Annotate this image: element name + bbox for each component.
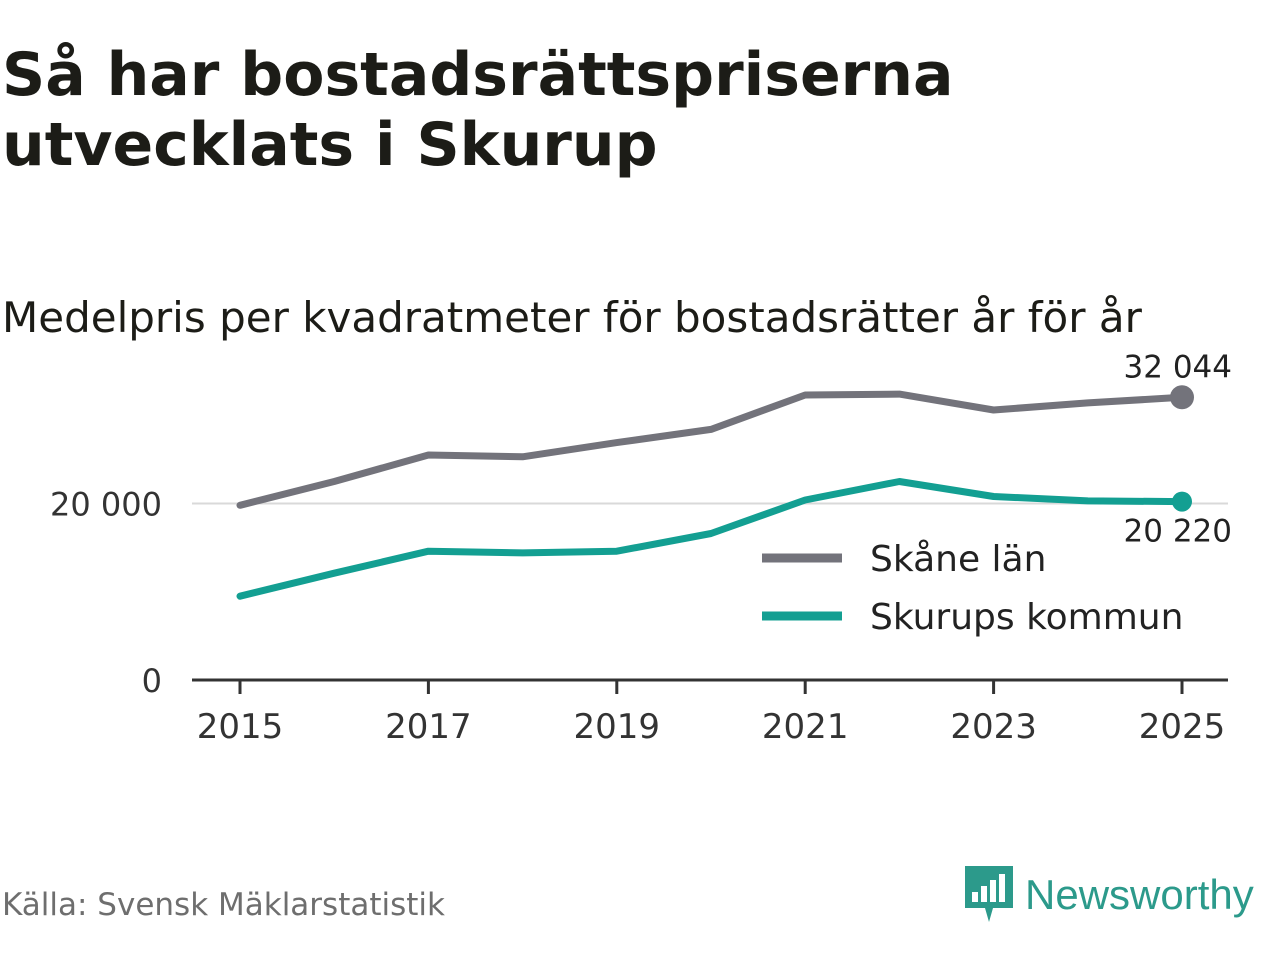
line-chart: 0 20 000 2015 2017 2019 2021 2023 2025 Skåne lä… [50, 349, 1232, 747]
legend: Skåne län Skurups kommun [748, 528, 1208, 650]
brand-name: Newsworthy [1025, 871, 1254, 918]
source-note: Källa: Svensk Mäklarstatistik [2, 887, 445, 923]
series-end-point [1170, 385, 1194, 410]
chart-subtitle: Medelpris per kvadratmeter för bostadsrä… [2, 293, 1142, 342]
series-line-skurups-kommun [236, 478, 1186, 600]
series-line-skane-lan [236, 390, 1186, 509]
x-tick-label: 2021 [762, 707, 849, 747]
x-tick-label: 2015 [197, 707, 284, 747]
newsworthy-chat-bars-icon [965, 866, 1013, 922]
brand-logo: Newsworthy [963, 862, 1254, 928]
axis-layer: 0 20 000 2015 2017 2019 2021 2023 2025 [50, 486, 1228, 747]
end-label-skurups-kommun: 20 220 [1124, 514, 1232, 550]
end-label-skane-lan: 32 044 [1124, 349, 1232, 385]
x-tick-label: 2025 [1139, 707, 1226, 747]
legend-background [748, 528, 1208, 650]
x-tick-label: 2017 [385, 707, 472, 747]
y-tick-label: 20 000 [50, 486, 162, 524]
x-tick-label: 2023 [950, 707, 1037, 747]
end-labels: 32 044 20 220 [1124, 349, 1232, 549]
series-end-point [1172, 491, 1192, 512]
x-tick-label: 2019 [574, 707, 661, 747]
y-tick-label: 0 [142, 662, 162, 700]
series-layer [236, 385, 1194, 600]
legend-label: Skurups kommun [870, 597, 1183, 638]
chart-title: Så har bostadsrättspriserna utvecklats i… [2, 40, 954, 180]
legend-label: Skåne län [870, 539, 1046, 580]
